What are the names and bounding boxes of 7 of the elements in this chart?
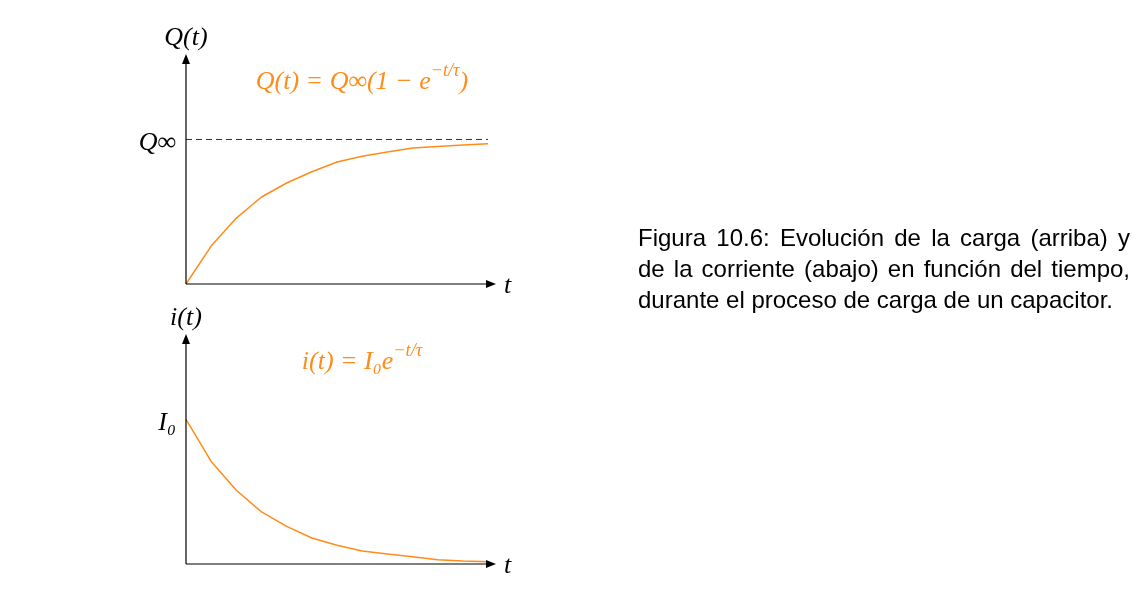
ref-line-label: Q∞ [138,127,176,157]
y-axis-title: Q(t) [164,21,208,51]
text: Figura 10.6: Evolución de la carga (arriba) y de la corriente (abajo) en función del tiempo, durante el proceso de carga de un capacitor. [638,223,1130,315]
x-axis-title: t [504,269,512,299]
x-axis-title: t [504,549,512,579]
y-axis-title: i(t) [170,301,202,331]
text: I₀ [157,407,177,437]
